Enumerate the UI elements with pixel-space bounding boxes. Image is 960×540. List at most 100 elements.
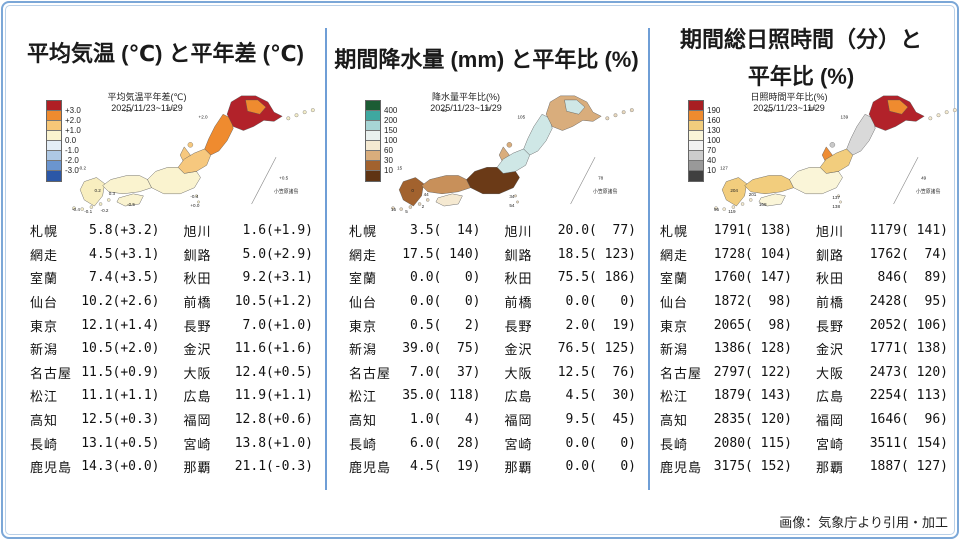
column-divider [648,28,650,490]
legend-band [366,120,380,131]
map-island-dot [187,142,194,148]
legend-tick-label: 10 [384,166,393,175]
city-label: 金沢 [504,342,533,358]
source-caption: 画像：気象庁より引用・加工 [779,515,948,530]
table-cell-pair: 広島 4.5( 30) [505,386,637,405]
map-sunshine: 日照時間平年比(%) 2025/11/23~11/29 190 160 130 100… [650,88,957,220]
city-label: 大阪 [816,365,845,381]
japan-archipelago-graphic: 小笠原諸島 +0.9 +1.8 +2.0 -0.2 0.2 0.3 -0.5 -0.4 +0.0 -… [72,95,315,214]
table-row: 仙台 1872( 98) 前橋 2428( 95) [650,290,952,314]
city-label: 札幌 [660,224,689,240]
legend-color-bar [365,100,381,182]
value-cell: 2254( 113) [869,388,948,404]
value-cell: 2080( 115) [713,435,792,451]
table-row: 東京 2065( 98) 長野 2052( 106) [650,313,952,337]
legend-tick-label: +2.0 [65,116,81,125]
value-cell: 14.3(+0.0) [81,459,160,475]
map-annotation: 15 [391,207,397,212]
table-cell-pair: 前橋 10.5(+1.2) [184,292,314,311]
city-label: 秋田 [183,271,212,287]
map-annotation: 0 [411,188,414,193]
city-label: 長崎 [349,436,378,452]
city-label: 長崎 [660,436,689,452]
legend-tick-label: -3.0 [65,166,79,175]
value-cell: 10.2(+2.6) [81,294,160,310]
map-island-dot [426,198,430,202]
table-cell-pair: 東京 2065( 98) [660,316,792,335]
table-cell-pair: 大阪 12.5( 76) [505,363,637,382]
table-cell-pair: 秋田 75.5( 186) [505,268,637,287]
city-label: 旭川 [504,224,533,240]
city-label: 網走 [660,247,689,263]
value-cell: 1646( 96) [869,412,948,428]
table-cell-pair: 長野 2.0( 19) [505,316,637,335]
map-period-text: 2025/11/23~11/29 [753,103,825,113]
legend-band [47,150,61,161]
value-cell: 0.0( 0) [565,435,636,451]
legend-band [689,110,703,121]
map-region-hokkaido [545,95,602,131]
map-period-text: 2025/11/23~11/29 [430,103,502,113]
table-row: 札幌 1791( 138) 旭川 1179( 141) [650,219,952,243]
column-divider [325,28,327,490]
table-cell-pair: 名古屋 7.0( 37) [349,363,481,382]
ogasawara-divider-line [251,156,277,205]
legend-tick-label: 0.0 [65,136,77,145]
map-region-kyushu [79,177,105,207]
city-label: 釧路 [183,247,212,263]
value-cell: 0.0( 0) [410,294,481,310]
japan-map-sunshine: 小笠原諸島 114 123 139 127 204 201 137 138 95 119 168 49 [714,88,960,218]
table-row: 札幌 3.5( 14) 旭川 20.0( 77) [327,219,646,243]
map-annotation: 95 [714,207,720,212]
table-cell-pair: 名古屋 11.5(+0.9) [30,363,160,382]
value-cell: 1728( 104) [713,246,792,262]
table-cell-pair: 網走 1728( 104) [660,245,792,264]
map-annotation: 127 [720,165,728,170]
value-cell: 11.5(+0.9) [81,364,160,380]
table-cell-pair: 大阪 2473( 120) [816,363,948,382]
map-annotation: 0.2 [94,188,101,193]
map-island-dot [516,200,519,204]
value-cell: 5.0(+2.9) [242,246,313,262]
legend-tick-label: 160 [707,116,721,125]
map-annotation: 54 [509,203,515,208]
ogasawara-label: 小笠原諸島 [274,188,298,195]
table-cell-pair: 那覇 21.1(-0.3) [184,457,314,476]
color-scale-legend: +3.0 +2.0 +1.0 0.0 -1.0 -2.0 -3.0 [46,100,110,184]
map-annotation: 0.3 [109,191,116,196]
city-label: 高知 [30,413,59,429]
map-island-dot [391,206,395,210]
map-title-precipitation: 降水量平年比(%) 2025/11/23~11/29 [391,92,541,114]
table-cell-pair: 松江 35.0( 118) [349,386,481,405]
panel-title-sunshine: 期間総日照時間（分）と 平年比 (%) [679,26,922,89]
map-annotation: 139 [841,114,849,119]
map-region-west [744,175,794,195]
map-annotation: 119 [728,209,736,214]
value-cell: 9.2(+3.1) [242,270,313,286]
map-annotation: -0.4 [72,207,80,212]
legend-band [689,170,703,181]
legend-tick-label: -2.0 [65,156,79,165]
value-cell: 12.8(+0.6) [234,412,313,428]
map-title-text: 降水量平年比(%) [432,92,500,102]
legend-tick-label: +3.0 [65,106,81,115]
map-island-dot [613,113,618,118]
value-cell: 20.0( 77) [557,223,636,239]
panel-title-precipitation: 期間降水量 (mm) と平年比 (%) [334,46,639,72]
map-region-band [819,148,854,174]
table-cell-pair: 仙台 0.0( 0) [349,292,481,311]
city-label: 松江 [660,389,689,405]
city-label: 長野 [816,318,845,334]
table-cell-pair: 室蘭 7.4(+3.5) [30,268,160,287]
table-cell-pair: 前橋 0.0( 0) [505,292,637,311]
city-label: 広島 [183,389,212,405]
ogasawara-label: 小笠原諸島 [593,188,617,195]
table-row: 長崎 6.0( 28) 宮崎 0.0( 0) [327,431,646,455]
value-cell: 2065( 98) [713,317,792,333]
table-cell-pair: 東京 12.1(+1.4) [30,316,160,335]
table-cell-pair: 名古屋 2797( 122) [660,363,792,382]
value-cell: 1771( 138) [869,341,948,357]
legend-band [689,160,703,171]
city-label: 松江 [30,389,59,405]
map-annotation: -0.4 [190,194,198,199]
